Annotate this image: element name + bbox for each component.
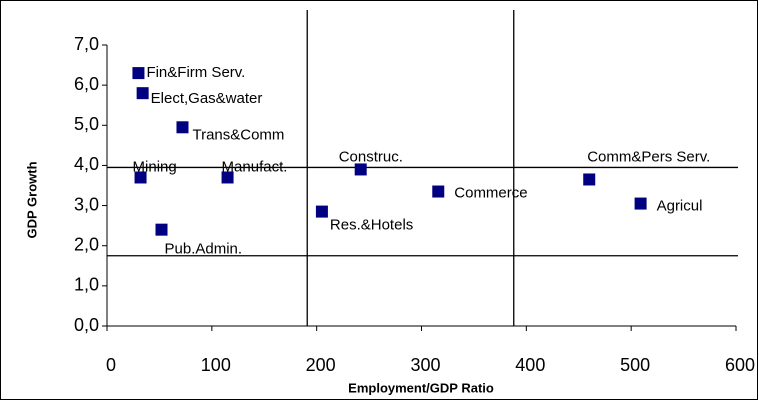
- x-tick-label: 300: [410, 355, 440, 375]
- y-tick-label: 3,0: [74, 194, 99, 214]
- point-label: Res.&Hotels: [330, 217, 413, 234]
- y-tick-label: 6,0: [74, 74, 99, 94]
- point-label: Trans&Comm: [192, 126, 284, 143]
- x-tick-label: 600: [725, 355, 755, 375]
- point: [315, 205, 328, 218]
- x-axis-title: Employment/GDP Ratio: [348, 380, 494, 395]
- point-label: Comm&Pers Serv.: [587, 148, 710, 165]
- point-label: Mining: [133, 158, 177, 175]
- x-tick-label: 0: [106, 355, 116, 375]
- point: [134, 171, 147, 184]
- point: [176, 121, 189, 134]
- point-label: Fin&Firm Serv.: [146, 64, 245, 81]
- x-tick-label: 100: [201, 355, 231, 375]
- point: [155, 223, 168, 236]
- y-tick-label: 1,0: [74, 275, 99, 295]
- point: [221, 171, 234, 184]
- y-axis-title: GDP Growth: [24, 161, 39, 238]
- point: [354, 163, 367, 176]
- point-label: Elect,Gas&water: [151, 90, 263, 107]
- point-label: Agricul: [657, 198, 703, 215]
- x-tick-label: 200: [306, 355, 336, 375]
- point: [634, 197, 647, 210]
- y-tick-label: 4,0: [74, 154, 99, 174]
- x-tick-label: 400: [515, 355, 545, 375]
- y-tick-label: 2,0: [74, 234, 99, 254]
- y-tick-label: 0,0: [74, 315, 99, 335]
- x-tick-label: 500: [620, 355, 650, 375]
- point-label: Construc.: [339, 148, 403, 165]
- point: [132, 67, 145, 80]
- point-label: Manufact.: [222, 158, 288, 175]
- point-label: Commerce: [454, 184, 527, 201]
- point: [432, 185, 445, 198]
- point: [583, 173, 596, 186]
- y-tick-label: 5,0: [74, 114, 99, 134]
- point-label: Pub.Admin.: [165, 241, 243, 258]
- y-tick-label: 7,0: [74, 34, 99, 54]
- point: [136, 87, 149, 100]
